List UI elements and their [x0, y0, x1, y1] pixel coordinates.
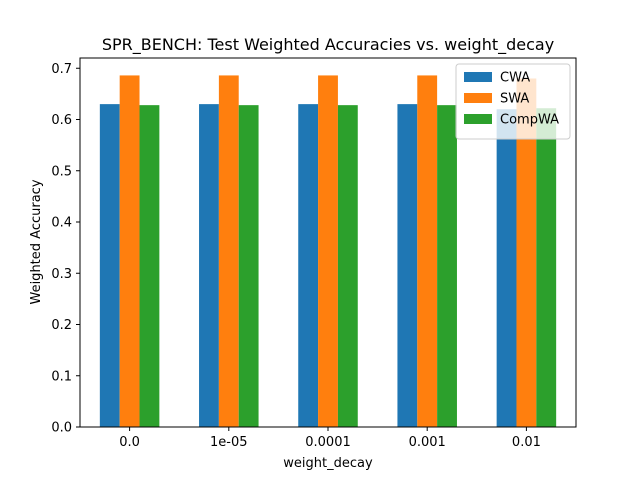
bar-swa-1 — [218, 75, 239, 428]
bars-group — [99, 75, 557, 428]
chart-title: SPR_BENCH: Test Weighted Accuracies vs. … — [102, 35, 554, 55]
legend-label-compwa: CompWA — [500, 113, 559, 128]
bar-swa-0 — [119, 75, 140, 428]
bar-compwa-3 — [437, 105, 457, 428]
x-tick-label: 0.0 — [119, 435, 140, 450]
y-tick-label: 0.3 — [51, 267, 72, 282]
bar-cwa-2 — [298, 104, 319, 427]
legend-swatch-cwa — [464, 72, 492, 82]
bar-cwa-4 — [496, 109, 517, 427]
legend-label-swa: SWA — [500, 92, 529, 107]
y-tick-label: 0.7 — [51, 62, 72, 77]
bar-compwa-0 — [139, 105, 160, 428]
bar-cwa-3 — [397, 104, 418, 427]
x-tick-label: 0.0001 — [305, 435, 351, 450]
bar-compwa-2 — [337, 105, 358, 428]
x-tick-label: 0.001 — [409, 435, 446, 450]
bar-swa-4 — [516, 78, 537, 427]
y-tick-label: 0.0 — [51, 421, 72, 436]
bar-swa-2 — [318, 75, 338, 428]
bar-cwa-0 — [99, 104, 120, 427]
y-tick-label: 0.5 — [51, 164, 72, 179]
x-axis-label: weight_decay — [283, 456, 373, 471]
y-tick-label: 0.4 — [51, 216, 72, 231]
x-tick-label: 0.01 — [512, 435, 541, 450]
y-tick-label: 0.6 — [51, 113, 72, 128]
bar-compwa-4 — [536, 108, 557, 427]
y-axis-label: Weighted Accuracy — [29, 179, 44, 304]
legend-swatch-swa — [464, 93, 492, 103]
legend-label-cwa: CWA — [500, 71, 530, 86]
bar-cwa-1 — [199, 104, 219, 427]
y-tick-label: 0.2 — [51, 318, 72, 333]
legend: CWA SWA CompWA — [455, 63, 571, 140]
y-tick-label: 0.1 — [51, 369, 72, 384]
legend-swatch-compwa — [464, 114, 492, 124]
x-tick-label: 1e-05 — [210, 435, 248, 450]
axes-group: 0.0 0.1 0.2 0.3 0.4 0.5 0.6 0.7 0.0 1e-05 0.0001 0.… — [51, 57, 577, 450]
bar-swa-3 — [417, 75, 438, 428]
bar-compwa-1 — [238, 105, 259, 428]
